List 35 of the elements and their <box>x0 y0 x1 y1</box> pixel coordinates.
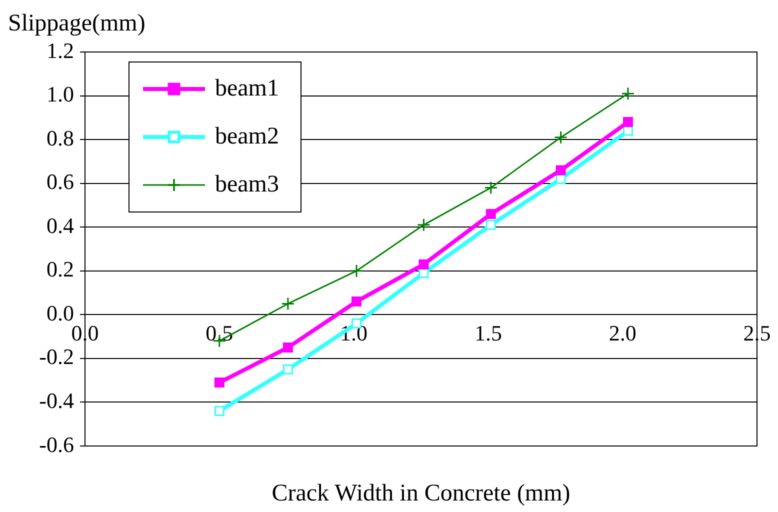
point <box>622 126 633 136</box>
y-tick-label: -0.6 <box>39 432 74 457</box>
x-tick-label: 2.0 <box>608 320 636 346</box>
point <box>556 174 566 184</box>
point <box>282 342 293 352</box>
point <box>350 264 364 278</box>
x-axis-title: Crack Width in Concrete (mm) <box>272 480 570 506</box>
legend-label: beam2 <box>215 123 279 150</box>
point <box>621 86 635 100</box>
point <box>214 406 224 416</box>
point <box>486 220 496 230</box>
y-tick-label: 1.0 <box>46 82 74 107</box>
point <box>484 180 498 194</box>
point <box>214 378 224 388</box>
point <box>486 208 496 219</box>
point <box>622 117 633 128</box>
y-tick-label: 0.8 <box>46 125 74 150</box>
y-tick-label: 1.2 <box>46 38 74 63</box>
point <box>282 364 293 374</box>
y-tick-label: 0.4 <box>46 212 74 238</box>
point <box>556 165 566 176</box>
y-tick-label: 0.6 <box>46 169 74 194</box>
y-axis-title: Slippage(mm) <box>8 10 146 36</box>
point <box>418 259 429 270</box>
point <box>416 218 430 232</box>
y-tick-label: -0.4 <box>39 388 74 414</box>
y-tick-label: 0.2 <box>46 256 74 282</box>
x-tick-label: 1.5 <box>474 320 502 346</box>
legend-label: beam3 <box>215 171 279 198</box>
point <box>554 130 568 144</box>
point <box>351 296 362 307</box>
legend-label: beam1 <box>215 75 279 102</box>
y-tick-label: -0.2 <box>39 344 74 370</box>
point <box>281 296 295 310</box>
y-tick-label: 0.0 <box>46 300 74 326</box>
